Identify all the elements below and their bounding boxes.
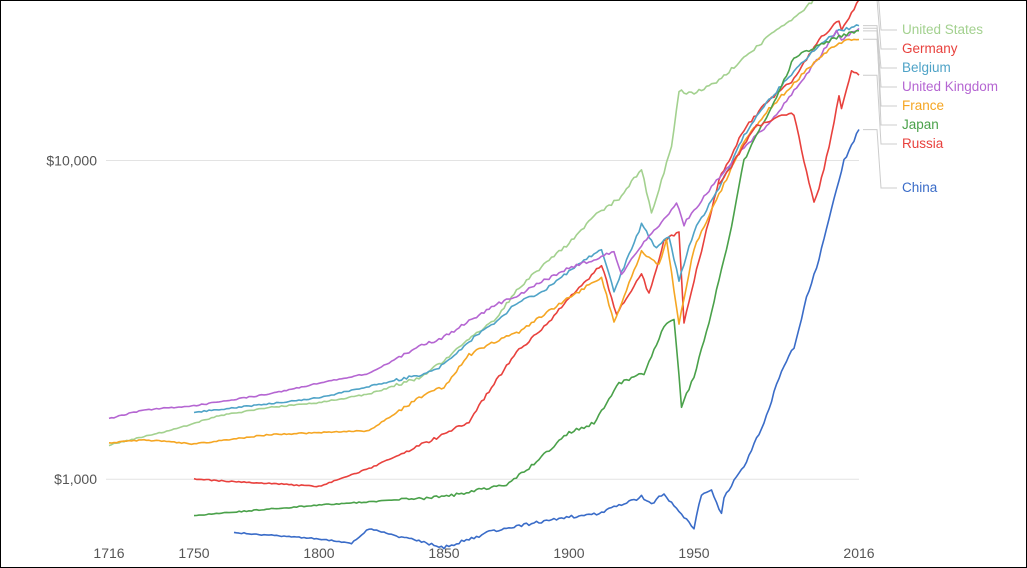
- series-line-germany: [193, 1, 860, 488]
- legend-leader-line: [863, 27, 897, 88]
- series-line-china: [233, 129, 860, 550]
- legend-leader-line: [876, 1, 897, 50]
- legend-label-united-kingdom: United Kingdom: [902, 79, 998, 94]
- legend-label-japan: Japan: [902, 117, 939, 132]
- series-line-belgium: [193, 24, 860, 414]
- series-line-united-kingdom: [108, 27, 860, 420]
- legend-leader-line: [863, 129, 897, 189]
- x-tick-label: 1900: [553, 545, 584, 561]
- x-tick-label: 1716: [93, 545, 124, 561]
- legend-leader-line: [878, 1, 897, 31]
- series-line-france: [108, 38, 860, 446]
- x-tick-label: 2016: [843, 545, 874, 561]
- legend-leader-line: [863, 30, 897, 126]
- y-tick-label: $1,000: [54, 471, 97, 487]
- series-line-japan: [193, 29, 859, 517]
- x-tick-label: 1950: [678, 545, 709, 561]
- series-line-russia: [718, 70, 860, 203]
- legend-label-united-states: United States: [902, 22, 983, 37]
- y-tick-label: $10,000: [46, 152, 97, 168]
- legend-label-russia: Russia: [902, 136, 944, 151]
- legend-label-belgium: Belgium: [902, 60, 951, 75]
- x-tick-label: 1800: [303, 545, 334, 561]
- series-line-united-states: [108, 1, 814, 447]
- x-tick-label: 1750: [178, 545, 209, 561]
- legend-label-china: China: [902, 180, 938, 195]
- legend-leader-line: [863, 74, 897, 145]
- legend-label-germany: Germany: [902, 41, 958, 56]
- legend-leader-line: [863, 25, 897, 69]
- x-tick-label: 1850: [428, 545, 459, 561]
- legend-label-france: France: [902, 98, 944, 113]
